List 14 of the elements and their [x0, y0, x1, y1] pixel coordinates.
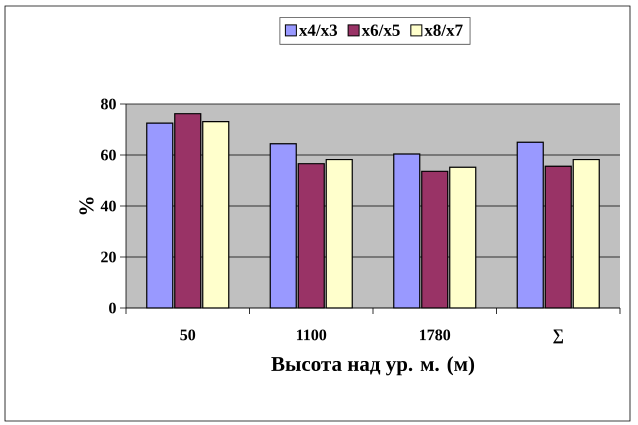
y-tick-label: 40 — [100, 200, 116, 212]
y-tick-label: 0 — [109, 302, 116, 314]
y-axis-title: % — [79, 197, 94, 214]
x-tick-label: 1780 — [420, 330, 450, 340]
x-tick-label: ∑ — [553, 330, 563, 344]
legend-label: x6/x5 — [362, 24, 400, 36]
x-axis-title: Высота над ур. м. (м) — [271, 356, 474, 376]
legend-label: x4/x3 — [298, 24, 338, 36]
legend-label: x8/x7 — [424, 24, 463, 36]
y-tick-label: 20 — [101, 252, 116, 262]
x-tick-label: 50 — [180, 330, 196, 340]
y-tick-label: 60 — [101, 150, 116, 160]
y-tick-label: 80 — [101, 98, 116, 110]
x-tick-label: 1100 — [296, 330, 326, 340]
